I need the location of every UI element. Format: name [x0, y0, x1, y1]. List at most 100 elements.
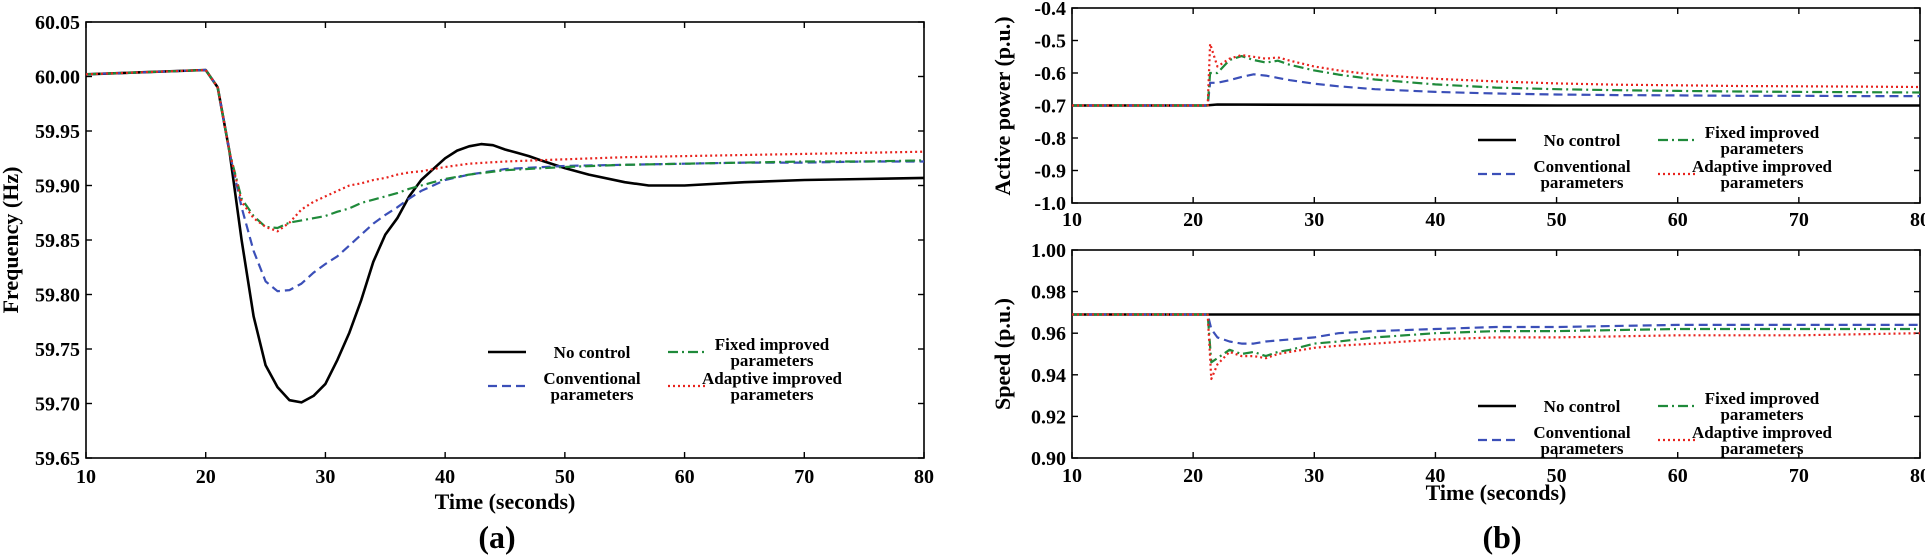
x-tick-label: 50	[1547, 465, 1567, 487]
series-line-fixed	[1072, 54, 1921, 107]
legend-label-adaptive: parameters	[1720, 173, 1803, 192]
speed-y-ticks: 0.90 0.92 0.94 0.96 0.98 1.00	[1031, 240, 1920, 470]
x-tick-label: 10	[1062, 465, 1082, 487]
series-line-conventional	[1072, 313, 1920, 345]
legend-label-fixed: parameters	[1720, 405, 1803, 424]
speed-chart: 10 20 30 40 50 60 70 80 0.90 0.92 0.94 0.96 0.98 1.0…	[990, 240, 1925, 505]
active-power-legend: No control Fixed improvedparametersConven…	[1478, 123, 1833, 192]
y-tick-label: 59.70	[35, 394, 80, 416]
y-tick-label: 0.94	[1031, 365, 1066, 387]
x-tick-label: 80	[1910, 465, 1925, 487]
speed-y-axis-label: Speed (p.u.)	[990, 298, 1015, 410]
legend-label-adaptive: Adaptive improved	[1692, 157, 1832, 176]
series-line-fixed	[85, 68, 925, 230]
legend-label-no_control: No control	[1544, 131, 1621, 150]
speed-legend: No control Fixed improvedparametersConven…	[1478, 389, 1833, 458]
y-tick-label: -0.8	[1034, 128, 1066, 150]
series-line-conventional	[85, 68, 924, 293]
x-tick-label: 20	[196, 466, 216, 488]
active-power-chart: 10 20 30 40 50 60 70 80 -1.0 -0.9 -0.8 -0.7 -0.6 -0.…	[990, 0, 1925, 231]
series-line-adaptive	[1072, 42, 1921, 107]
legend-label-conventional: parameters	[550, 385, 633, 404]
series-line-adaptive	[1072, 313, 1921, 381]
x-tick-label: 80	[1910, 209, 1925, 231]
legend-label-fixed: Fixed improved	[1705, 123, 1820, 142]
y-tick-label: -0.7	[1034, 96, 1066, 118]
legend-label-conventional: parameters	[1540, 173, 1623, 192]
legend-label-fixed: parameters	[1720, 139, 1803, 158]
series-line-conventional	[1072, 73, 1920, 107]
y-tick-label: 59.95	[35, 121, 80, 143]
legend-label-no_control: No control	[1544, 397, 1621, 416]
x-tick-label: 30	[1304, 465, 1324, 487]
x-tick-label: 70	[794, 466, 814, 488]
y-tick-label: -0.6	[1034, 63, 1066, 85]
x-tick-label: 30	[315, 466, 335, 488]
y-tick-label: 59.75	[35, 339, 80, 361]
y-tick-label: -0.4	[1034, 0, 1066, 20]
legend-label-conventional: parameters	[1540, 439, 1623, 458]
x-tick-label: 40	[1425, 209, 1445, 231]
legend-label-adaptive: Adaptive improved	[1692, 423, 1832, 442]
active-power-y-axis-label: Active power (p.u.)	[990, 16, 1015, 195]
panel-label-b: (b)	[1482, 519, 1521, 555]
y-tick-label: 59.80	[35, 285, 80, 307]
y-tick-label: 60.00	[35, 67, 80, 89]
legend-label-adaptive: Adaptive improved	[702, 369, 842, 388]
legend-label-fixed: Fixed improved	[1705, 389, 1820, 408]
y-tick-label: 59.90	[35, 176, 80, 198]
y-tick-label: 59.65	[35, 448, 80, 470]
x-tick-label: 60	[675, 466, 695, 488]
speed-plot-frame	[1071, 249, 1921, 459]
frequency-y-ticks: 59.65 59.70 59.75 59.80 59.85 59.90 59.95 60.00…	[35, 12, 924, 470]
legend-label-adaptive: parameters	[730, 385, 813, 404]
x-tick-label: 20	[1183, 209, 1203, 231]
x-tick-label: 70	[1789, 465, 1809, 487]
y-tick-label: 0.96	[1031, 323, 1066, 345]
x-tick-label: 10	[1062, 209, 1082, 231]
series-line-no_control	[1072, 103, 1920, 107]
legend-label-conventional: Conventional	[1533, 157, 1631, 176]
speed-x-axis-label: Time (seconds)	[1426, 480, 1567, 505]
active-power-x-ticks: 10 20 30 40 50 60 70 80	[1062, 8, 1925, 231]
series-line-no_control	[85, 68, 925, 404]
x-tick-label: 60	[1668, 209, 1688, 231]
speed-x-ticks: 10 20 30 40 50 60 70 80	[1062, 250, 1925, 487]
series-line-fixed	[1072, 313, 1920, 364]
y-tick-label: 1.00	[1031, 240, 1066, 262]
active-power-series	[1072, 42, 1921, 107]
y-tick-label: 0.98	[1031, 282, 1066, 304]
legend-label-fixed: Fixed improved	[715, 335, 830, 354]
speed-series	[1072, 313, 1921, 381]
legend-label-conventional: Conventional	[1533, 423, 1631, 442]
y-tick-label: 59.85	[35, 230, 80, 252]
legend-label-fixed: parameters	[730, 351, 813, 370]
y-tick-label: -0.5	[1034, 31, 1066, 53]
frequency-series	[85, 68, 925, 404]
legend-label-adaptive: parameters	[1720, 439, 1803, 458]
x-tick-label: 10	[76, 466, 96, 488]
y-tick-label: 60.05	[35, 12, 80, 34]
x-tick-label: 50	[1547, 209, 1567, 231]
legend-label-conventional: Conventional	[543, 369, 641, 388]
y-tick-label: 0.90	[1031, 448, 1066, 470]
frequency-chart: 10 20 30 40 50 60 70 80 59.6559.7059.7559.8059.…	[0, 12, 934, 514]
legend-label-no_control: No control	[554, 343, 631, 362]
frequency-x-ticks: 10 20 30 40 50 60 70 80	[76, 22, 934, 488]
frequency-y-axis-label: Frequency (Hz)	[0, 167, 23, 314]
active-power-y-ticks: -1.0 -0.9 -0.8 -0.7 -0.6 -0.5 -0.4	[1034, 0, 1920, 215]
x-tick-label: 70	[1789, 209, 1809, 231]
panel-label-a: (a)	[478, 519, 515, 555]
x-tick-label: 40	[435, 466, 455, 488]
y-tick-label: -1.0	[1034, 193, 1066, 215]
x-tick-label: 40	[1425, 465, 1445, 487]
frequency-legend: No control Fixed improvedparametersConven…	[488, 335, 843, 404]
frequency-x-axis-label: Time (seconds)	[435, 489, 576, 514]
y-tick-label: 0.92	[1031, 406, 1066, 428]
x-tick-label: 20	[1183, 465, 1203, 487]
x-tick-label: 30	[1304, 209, 1324, 231]
y-tick-label: -0.9	[1034, 161, 1066, 183]
x-tick-label: 60	[1668, 465, 1688, 487]
series-line-adaptive	[85, 68, 925, 233]
